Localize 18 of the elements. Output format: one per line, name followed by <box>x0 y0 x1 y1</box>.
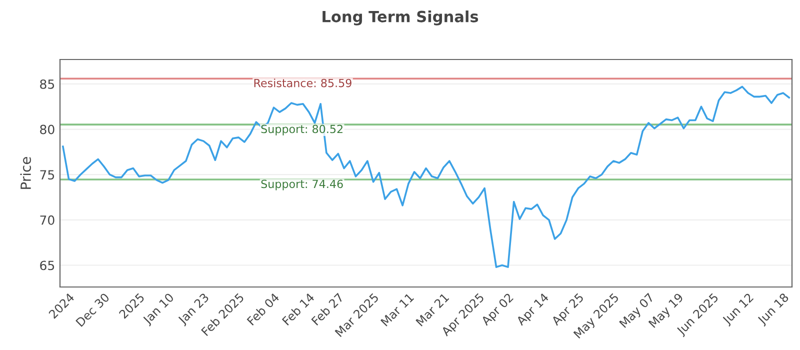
y-tick-label: 85 <box>40 79 54 89</box>
y-tick-label: 75 <box>40 170 54 180</box>
chart-title: Long Term Signals <box>322 10 478 26</box>
y-tick-label: 65 <box>40 260 54 270</box>
ref-line-label: Support: 74.46 <box>261 180 343 190</box>
x-tick-label: Mar 11 <box>380 292 414 327</box>
y-tick-label: 80 <box>40 124 54 134</box>
x-tick-label: Jun 18 <box>756 292 791 327</box>
x-tick-label: Dec 30 <box>75 292 110 327</box>
x-tick-label: Jun 12 <box>721 292 756 327</box>
y-axis-title: Price <box>20 157 31 189</box>
ref-line-label: Support: 80.52 <box>261 124 342 136</box>
x-tick-label: Mar 21 <box>416 292 450 327</box>
ref-line-label: Resistance: 85.59 <box>254 78 352 88</box>
x-tick-label: Apr 14 <box>516 292 551 328</box>
x-tick-label: Feb 04 <box>246 292 280 326</box>
y-tick-label: 70 <box>40 215 54 225</box>
line-series <box>62 86 790 268</box>
